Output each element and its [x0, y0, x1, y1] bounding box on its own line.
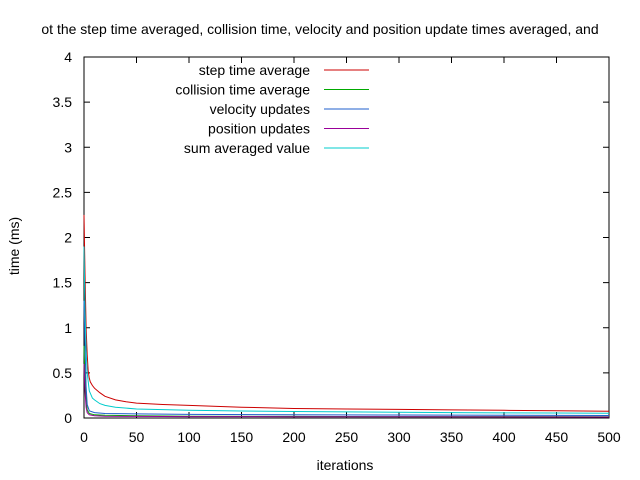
legend-label: step time average: [199, 62, 310, 78]
series-line-collision-time-average: [83, 345, 610, 418]
y-tick-label: 3: [64, 139, 72, 155]
y-tick-label: 0.5: [53, 365, 73, 381]
series-line-position-updates: [83, 363, 610, 418]
plot-frame: [83, 56, 610, 419]
x-tick-label: 350: [440, 429, 464, 445]
chart-title: ot the step time averaged, collision tim…: [41, 21, 598, 37]
y-tick-label: 3.5: [53, 94, 73, 110]
legend-label: position updates: [208, 121, 310, 137]
series-layer: [83, 214, 610, 418]
legend-label: sum averaged value: [184, 140, 310, 156]
y-tick-label: 1.5: [53, 275, 73, 291]
legend-label: velocity updates: [210, 101, 310, 117]
x-tick-label: 100: [177, 429, 201, 445]
x-axis-label: iterations: [317, 457, 374, 473]
x-tick-label: 200: [282, 429, 306, 445]
y-tick-label: 1: [64, 320, 72, 336]
series-line-step-time-average: [83, 214, 610, 412]
y-tick-label: 0: [64, 410, 72, 426]
x-tick-label: 50: [129, 429, 145, 445]
x-tick-label: 150: [230, 429, 254, 445]
x-tick-label: 450: [545, 429, 569, 445]
y-tick-label: 4: [64, 49, 72, 65]
y-tick-label: 2.5: [53, 184, 73, 200]
x-tick-label: 500: [597, 429, 621, 445]
axis-ticks: 0 50 100 150 200 250 300 350 400 450 500 0 0.5 1 1.5 2 2…: [53, 49, 621, 445]
x-tick-label: 400: [492, 429, 516, 445]
legend: step time average collision time average v…: [175, 62, 369, 156]
x-tick-label: 300: [387, 429, 411, 445]
x-tick-label: 250: [335, 429, 359, 445]
series-line-velocity-updates: [83, 300, 610, 416]
legend-label: collision time average: [175, 82, 310, 98]
x-tick-label: 0: [80, 429, 88, 445]
series-line-sum-averaged-value: [83, 246, 610, 414]
y-axis-label: time (ms): [6, 217, 22, 275]
y-tick-label: 2: [64, 230, 72, 246]
